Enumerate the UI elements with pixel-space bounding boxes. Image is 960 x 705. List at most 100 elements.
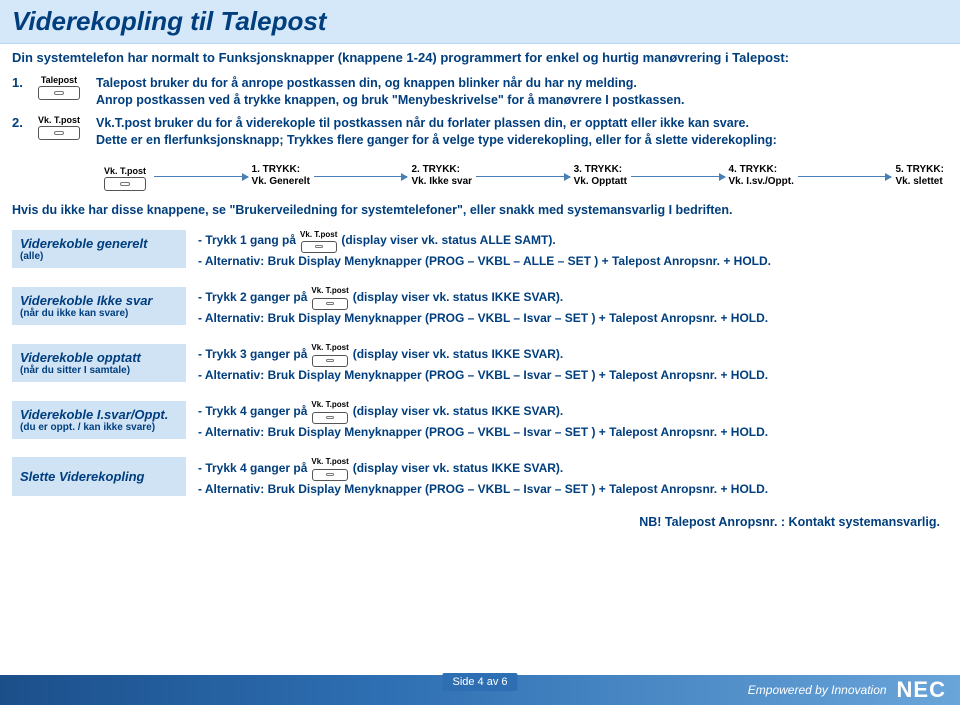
flow-step-title: 3. TRYKK: xyxy=(574,164,627,176)
section-row: Viderekoble I.svar/Oppt. (du er oppt. / … xyxy=(12,399,948,440)
item-number: 1. xyxy=(12,75,30,90)
phone-key: Vk. T.post xyxy=(300,229,337,253)
flow-step-sub: Vk. Generelt xyxy=(252,176,310,188)
flow-start-key: Vk. T.post xyxy=(96,161,154,191)
nb-text: NB! Talepost Anropsnr. : Kontakt systema… xyxy=(0,513,960,529)
section-label: Viderekoble Ikke svar (når du ikke kan s… xyxy=(12,287,186,325)
key-body-icon xyxy=(312,412,348,424)
tagline: Empowered by Innovation xyxy=(748,683,887,697)
key-label: Vk. T.post xyxy=(104,166,146,176)
section-sub: (du er oppt. / kan ikke svare) xyxy=(20,422,178,433)
text: - Trykk 3 ganger på xyxy=(198,346,307,363)
flow-step-title: 5. TRYKK: xyxy=(895,164,944,176)
flow-step: 3. TRYKK: Vk. Opptatt xyxy=(570,164,631,188)
section-label: Viderekoble generelt (alle) xyxy=(12,230,186,268)
flow-step-sub: Vk. slettet xyxy=(895,176,944,188)
text: (display viser vk. status IKKE SVAR). xyxy=(353,289,564,306)
intro-text: Din systemtelefon har normalt to Funksjo… xyxy=(0,44,960,75)
phone-key: Vk. T.post xyxy=(311,456,348,480)
section-body: - Trykk 4 ganger på Vk. T.post (display … xyxy=(198,456,948,497)
key-body-icon xyxy=(104,177,146,191)
text: (display viser vk. status IKKE SVAR). xyxy=(353,346,564,363)
arrow-icon xyxy=(631,162,725,190)
page-footer: Side 4 av 6 Empowered by Innovation NEC xyxy=(0,675,960,705)
text: - Trykk 2 ganger på xyxy=(198,289,307,306)
key-label: Vk. T.post xyxy=(311,285,348,296)
key-label: Vk. T.post xyxy=(300,229,337,240)
text: - Alternativ: Bruk Display Menyknapper (… xyxy=(198,253,948,270)
section-body: - Trykk 3 ganger på Vk. T.post (display … xyxy=(198,342,948,383)
text: - Alternativ: Bruk Display Menyknapper (… xyxy=(198,310,948,327)
section-title: Viderekoble I.svar/Oppt. xyxy=(20,407,178,422)
key-body-icon xyxy=(301,241,337,253)
section-label: Viderekoble I.svar/Oppt. (du er oppt. / … xyxy=(12,401,186,439)
key-label: Vk. T.post xyxy=(311,342,348,353)
section-title: Viderekoble opptatt xyxy=(20,350,178,365)
key-label: Vk. T.post xyxy=(38,115,80,125)
section-sub: (når du ikke kan svare) xyxy=(20,308,178,319)
flow-step-title: 1. TRYKK: xyxy=(252,164,310,176)
text: - Alternativ: Bruk Display Menyknapper (… xyxy=(198,367,948,384)
text: - Alternativ: Bruk Display Menyknapper (… xyxy=(198,481,948,498)
key-label: Vk. T.post xyxy=(311,399,348,410)
section-title: Viderekoble generelt xyxy=(20,236,178,251)
phone-key: Vk. T.post xyxy=(311,342,348,366)
header-bar: Viderekopling til Talepost xyxy=(0,0,960,44)
arrow-icon xyxy=(154,162,248,190)
numbered-list: 1. Talepost Talepost bruker du for å anr… xyxy=(0,75,960,161)
flow-step-title: 2. TRYKK: xyxy=(411,164,472,176)
flow-step: 5. TRYKK: Vk. slettet xyxy=(891,164,948,188)
key-body-icon xyxy=(38,86,80,100)
text: - Trykk 4 ganger på xyxy=(198,460,307,477)
section-body: - Trykk 1 gang på Vk. T.post (display vi… xyxy=(198,229,948,270)
text: (display viser vk. status IKKE SVAR). xyxy=(353,403,564,420)
arrow-icon xyxy=(314,162,408,190)
section-row: Viderekoble opptatt (når du sitter I sam… xyxy=(12,342,948,383)
phone-key: Talepost xyxy=(30,75,88,100)
flow-step-sub: Vk. Ikke svar xyxy=(411,176,472,188)
key-label: Vk. T.post xyxy=(311,456,348,467)
flow-step: 4. TRYKK: Vk. I.sv./Oppt. xyxy=(725,164,798,188)
flow-step-sub: Vk. Opptatt xyxy=(574,176,627,188)
section-sub: (når du sitter I samtale) xyxy=(20,365,178,376)
key-body-icon xyxy=(38,126,80,140)
page-indicator: Side 4 av 6 xyxy=(442,673,517,691)
arrow-icon xyxy=(798,162,892,190)
key-label: Talepost xyxy=(41,75,77,85)
phone-key: Vk. T.post xyxy=(311,285,348,309)
flow-step: 2. TRYKK: Vk. Ikke svar xyxy=(407,164,476,188)
flow-diagram: Vk. T.post 1. TRYKK: Vk. Generelt 2. TRY… xyxy=(0,161,960,199)
text: - Alternativ: Bruk Display Menyknapper (… xyxy=(198,424,948,441)
item-number: 2. xyxy=(12,115,30,130)
key-body-icon xyxy=(312,298,348,310)
section-title: Viderekoble Ikke svar xyxy=(20,293,178,308)
list-item-1: 1. Talepost Talepost bruker du for å anr… xyxy=(12,75,948,109)
phone-key: Vk. T.post xyxy=(30,115,88,140)
flow-step: 1. TRYKK: Vk. Generelt xyxy=(248,164,314,188)
flow-step-sub: Vk. I.sv./Oppt. xyxy=(729,176,794,188)
text: - Trykk 4 ganger på xyxy=(198,403,307,420)
section-list: Viderekoble generelt (alle) - Trykk 1 ga… xyxy=(0,229,960,498)
section-label: Slette Viderekopling xyxy=(12,457,186,496)
text: (display viser vk. status IKKE SVAR). xyxy=(353,460,564,477)
flow-step-title: 4. TRYKK: xyxy=(729,164,794,176)
key-body-icon xyxy=(312,355,348,367)
section-body: - Trykk 2 ganger på Vk. T.post (display … xyxy=(198,285,948,326)
note-text: Hvis du ikke har disse knappene, se "Bru… xyxy=(0,199,960,229)
item-desc: Vk.T.post bruker du for å viderekople ti… xyxy=(96,115,948,149)
section-body: - Trykk 4 ganger på Vk. T.post (display … xyxy=(198,399,948,440)
text: (display viser vk. status ALLE SAMT). xyxy=(341,232,555,249)
section-sub: (alle) xyxy=(20,251,178,262)
footer-brand: Empowered by Innovation NEC xyxy=(748,677,946,703)
arrow-icon xyxy=(476,162,570,190)
page-title: Viderekopling til Talepost xyxy=(12,6,948,37)
list-item-2: 2. Vk. T.post Vk.T.post bruker du for å … xyxy=(12,115,948,149)
section-row: Viderekoble generelt (alle) - Trykk 1 ga… xyxy=(12,229,948,270)
section-title: Slette Viderekopling xyxy=(20,469,178,484)
section-row: Viderekoble Ikke svar (når du ikke kan s… xyxy=(12,285,948,326)
section-label: Viderekoble opptatt (når du sitter I sam… xyxy=(12,344,186,382)
nec-logo: NEC xyxy=(897,677,946,703)
item-desc: Talepost bruker du for å anrope postkass… xyxy=(96,75,948,109)
section-row: Slette Viderekopling - Trykk 4 ganger på… xyxy=(12,456,948,497)
text: - Trykk 1 gang på xyxy=(198,232,296,249)
